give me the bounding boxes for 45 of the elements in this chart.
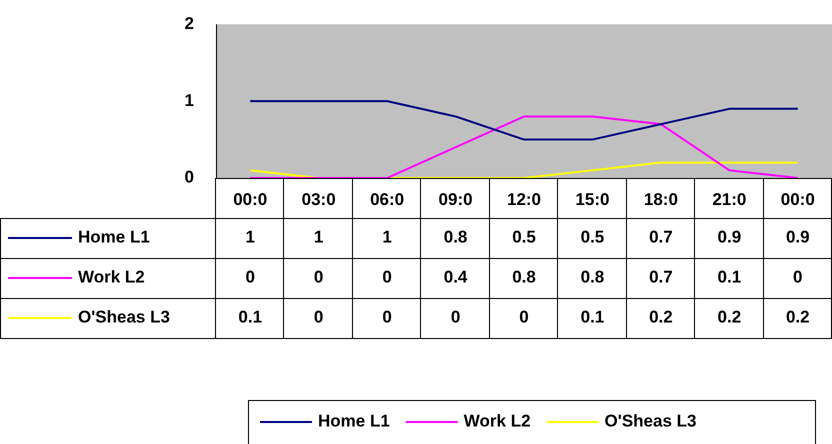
- text: Work L2: [464, 412, 531, 431]
- text: Home L1: [318, 412, 390, 431]
- x-tick-label: 09:0: [438, 190, 473, 209]
- data-label: 1: [314, 228, 324, 247]
- data-label: 0.2: [786, 308, 810, 327]
- x-tick-label: 21:0: [712, 190, 746, 209]
- legend-label: Home L1: [78, 228, 150, 247]
- data-label: 0.8: [580, 268, 604, 287]
- data-label: 0.5: [580, 228, 604, 247]
- data-label: 0.5: [512, 228, 536, 247]
- data-label: 0.1: [718, 268, 742, 287]
- data-label: 0.9: [786, 228, 810, 247]
- legend-label: Work L2: [78, 268, 145, 287]
- y-tick-label: 1: [184, 90, 194, 110]
- legend-label: O'Sheas L3: [78, 308, 170, 327]
- data-label: 0: [314, 268, 324, 287]
- data-label: 0: [519, 308, 529, 327]
- x-tick-label: 03:0: [302, 190, 336, 209]
- data-label: 0.2: [718, 308, 742, 327]
- data-label: 0.1: [580, 308, 604, 327]
- x-tick-label: 18:0: [644, 190, 678, 209]
- data-label: 0.4: [444, 268, 468, 287]
- data-label: 0.2: [649, 308, 673, 327]
- data-label: 0.1: [238, 308, 262, 327]
- x-tick-label: 15:0: [575, 190, 610, 209]
- x-tick-label: 00:0: [233, 190, 268, 209]
- data-label: 0: [245, 268, 255, 287]
- y-tick-label: 2: [184, 14, 194, 33]
- data-label: 1: [382, 228, 392, 247]
- data-label: 0.9: [718, 228, 742, 247]
- data-label: 0: [314, 308, 324, 327]
- x-tick-label: 00:0: [780, 190, 815, 209]
- data-label: 0.8: [444, 228, 468, 247]
- data-label: 0.7: [649, 268, 673, 287]
- x-tick-label: 12:0: [506, 190, 542, 209]
- data-label: 1: [245, 228, 255, 247]
- y-tick-label: 0: [184, 168, 194, 187]
- data-label: 0: [382, 268, 392, 287]
- data-label: 0: [382, 308, 392, 327]
- text: O'Sheas L3: [604, 412, 696, 431]
- data-label: 0: [793, 268, 803, 287]
- data-label: 0.8: [512, 268, 536, 287]
- x-tick-label: 06:0: [370, 190, 404, 209]
- data-label: 0.7: [649, 228, 673, 247]
- data-label: 0: [450, 308, 460, 327]
